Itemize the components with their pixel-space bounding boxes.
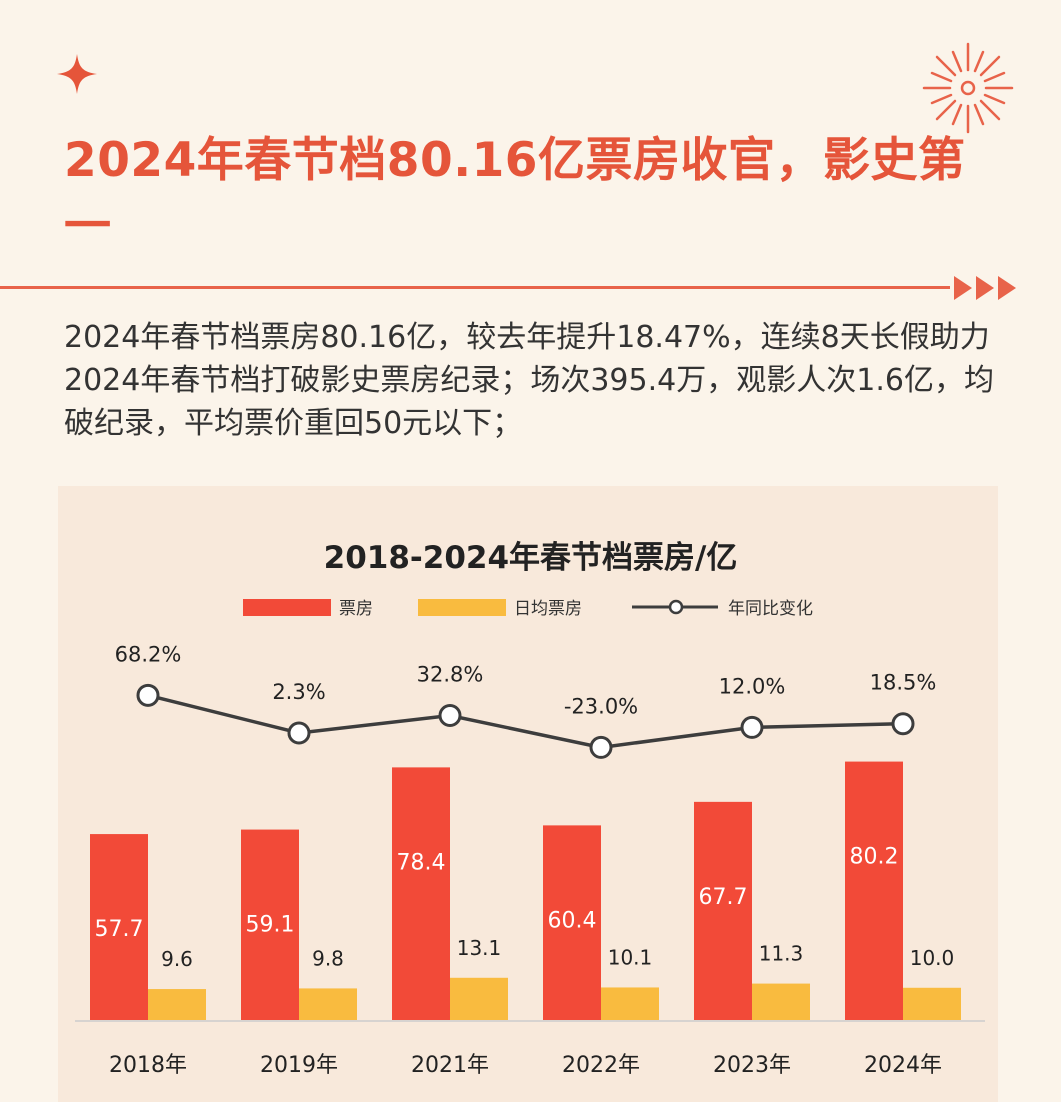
legend-box-office-label: 票房 <box>339 599 373 619</box>
bar-box-office-label: 78.4 <box>397 850 446 875</box>
intro-paragraph: 2024年春节档票房80.16亿，较去年提升18.47%，连续8天长假助力202… <box>64 320 994 441</box>
bar-daily <box>148 989 206 1020</box>
bar-box-office <box>392 767 450 1020</box>
yoy-series-line <box>147 693 904 750</box>
bar-daily-label: 11.3 <box>759 942 804 966</box>
x-tick-label: 2019年 <box>260 1053 338 1078</box>
legend-yoy-marker <box>668 599 684 615</box>
bar-daily-label: 13.1 <box>457 936 502 960</box>
x-tick-label: 2024年 <box>864 1053 942 1078</box>
bar-box-office <box>543 825 601 1020</box>
bar-daily <box>450 977 508 1020</box>
bar-daily-label: 10.1 <box>608 945 653 969</box>
bar-daily <box>903 987 961 1020</box>
yoy-label: 2.3% <box>272 680 325 704</box>
chart-title: 2018-2024年春节档票房/亿 <box>323 540 738 576</box>
yoy-label: 12.0% <box>719 674 786 698</box>
yoy-label: 32.8% <box>417 663 484 687</box>
bar-box-office-label: 67.7 <box>699 885 748 910</box>
triple-arrow-icon <box>954 276 1016 300</box>
yoy-point <box>287 721 311 745</box>
yoy-label: -23.0% <box>564 694 638 718</box>
yoy-point <box>589 735 613 759</box>
bar-box-office <box>90 834 148 1020</box>
bar-daily <box>601 987 659 1020</box>
firework-icon <box>922 42 1014 134</box>
bar-box-office <box>845 761 903 1020</box>
legend-yoy-label: 年同比变化 <box>728 599 813 619</box>
x-tick-label: 2023年 <box>713 1053 791 1078</box>
yoy-point <box>740 715 764 739</box>
x-tick-label: 2022年 <box>562 1053 640 1078</box>
bar-box-office-label: 60.4 <box>548 908 597 933</box>
x-tick-label: 2018年 <box>109 1053 187 1078</box>
yoy-label: 68.2% <box>115 642 182 666</box>
bar-box-office-label: 57.7 <box>95 917 144 942</box>
sparkle-star-icon <box>57 54 97 94</box>
bar-daily <box>299 988 357 1020</box>
legend-daily-swatch <box>418 599 506 616</box>
chart-card <box>58 486 998 1102</box>
legend-box-office-swatch <box>243 599 331 616</box>
bar-daily-label: 10.0 <box>910 946 955 970</box>
page-title: 2024年春节档80.16亿票房收官，影史第一 <box>64 133 966 254</box>
yoy-point <box>136 683 160 707</box>
bar-box-office <box>694 801 752 1020</box>
divider-line <box>0 286 950 289</box>
bar-box-office-label: 59.1 <box>246 913 295 938</box>
bar-box-office-label: 80.2 <box>850 845 899 870</box>
yoy-point <box>891 712 915 736</box>
legend-daily-label: 日均票房 <box>514 599 582 619</box>
x-tick-label: 2021年 <box>411 1053 489 1078</box>
yoy-label: 18.5% <box>870 671 937 695</box>
bar-box-office <box>241 829 299 1020</box>
bar-daily <box>752 983 810 1020</box>
bar-daily-label: 9.8 <box>312 946 344 970</box>
bar-daily-label: 9.6 <box>161 947 193 971</box>
yoy-point <box>438 704 462 728</box>
